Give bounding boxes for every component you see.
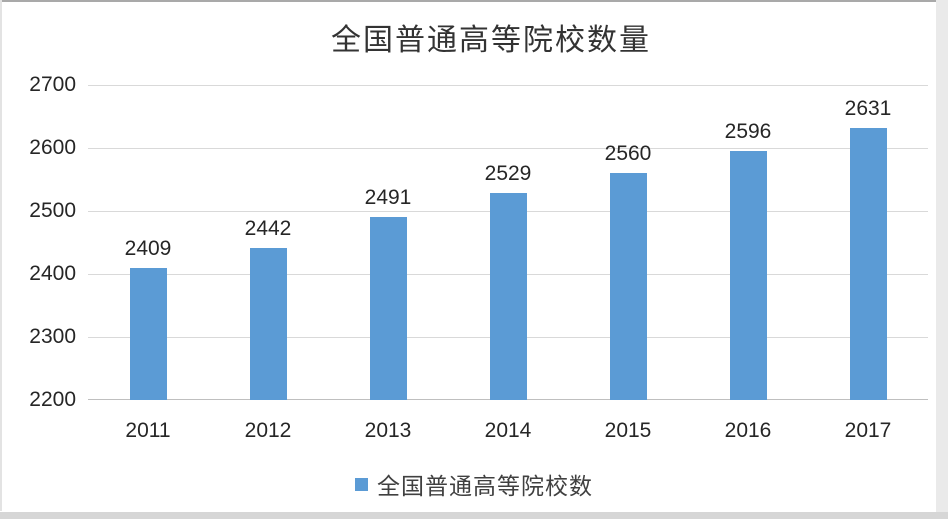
x-tick-label: 2011 bbox=[125, 419, 171, 442]
bar-2016 bbox=[729, 150, 767, 400]
bar-value-label: 2529 bbox=[484, 161, 532, 185]
y-axis-labels: 2700 2600 2500 2400 2300 2200 bbox=[10, 73, 76, 411]
frame-right-strip bbox=[936, 0, 948, 519]
bar-2014 bbox=[489, 192, 527, 400]
x-tick-label: 2016 bbox=[724, 419, 772, 442]
bar-2011 bbox=[129, 268, 167, 400]
y-tick-label: 2400 bbox=[29, 262, 76, 285]
bar-value-label: 2631 bbox=[844, 97, 892, 121]
bar-value-label: 2560 bbox=[604, 142, 652, 166]
x-tick-label: 2014 bbox=[484, 419, 532, 442]
plot-area: 2409 2442 2491 2529 2560 2596 2631 bbox=[88, 85, 928, 400]
bar-value-label: 2491 bbox=[364, 185, 412, 209]
bar-value-label: 2442 bbox=[244, 216, 292, 240]
y-tick-label: 2300 bbox=[29, 325, 76, 348]
bar-2013 bbox=[369, 216, 407, 400]
y-tick-label: 2500 bbox=[29, 199, 76, 222]
frame-bottom-strip bbox=[0, 512, 948, 519]
bar-value-label: 2596 bbox=[724, 119, 772, 143]
bar-2012 bbox=[249, 247, 287, 400]
legend-label: 全国普通高等院校数 bbox=[377, 474, 593, 499]
x-tick-label: 2017 bbox=[844, 419, 892, 442]
gridline bbox=[88, 148, 928, 149]
bar-2017 bbox=[849, 128, 887, 400]
x-axis-labels: 2011 2012 2013 2014 2015 2016 2017 bbox=[88, 419, 928, 445]
frame-left-border bbox=[0, 0, 2, 511]
x-tick-label: 2015 bbox=[604, 419, 652, 442]
chart-title: 全国普通高等院校数量 bbox=[331, 24, 651, 57]
x-tick-label: 2013 bbox=[364, 419, 412, 442]
gridline bbox=[88, 85, 928, 86]
bar-value-label: 2409 bbox=[124, 237, 172, 261]
bar-2015 bbox=[609, 173, 647, 400]
x-tick-label: 2012 bbox=[244, 419, 292, 442]
y-tick-label: 2600 bbox=[29, 136, 76, 159]
frame-top-border bbox=[0, 0, 936, 2]
legend-swatch-icon bbox=[355, 477, 368, 491]
y-tick-label: 2200 bbox=[29, 388, 76, 411]
y-tick-label: 2700 bbox=[29, 73, 76, 96]
legend: 全国普通高等院校数 bbox=[0, 467, 948, 501]
